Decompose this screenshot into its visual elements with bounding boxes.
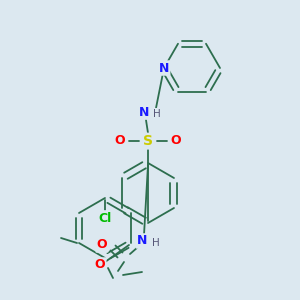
Text: N: N — [139, 106, 149, 118]
Text: O: O — [171, 134, 181, 148]
Text: S: S — [143, 134, 153, 148]
Text: N: N — [137, 235, 147, 248]
Text: Cl: Cl — [98, 212, 112, 224]
Text: O: O — [97, 238, 107, 251]
Text: O: O — [115, 134, 125, 148]
Text: N: N — [159, 61, 169, 74]
Text: O: O — [95, 259, 105, 272]
Text: H: H — [152, 238, 160, 248]
Text: H: H — [153, 109, 161, 119]
